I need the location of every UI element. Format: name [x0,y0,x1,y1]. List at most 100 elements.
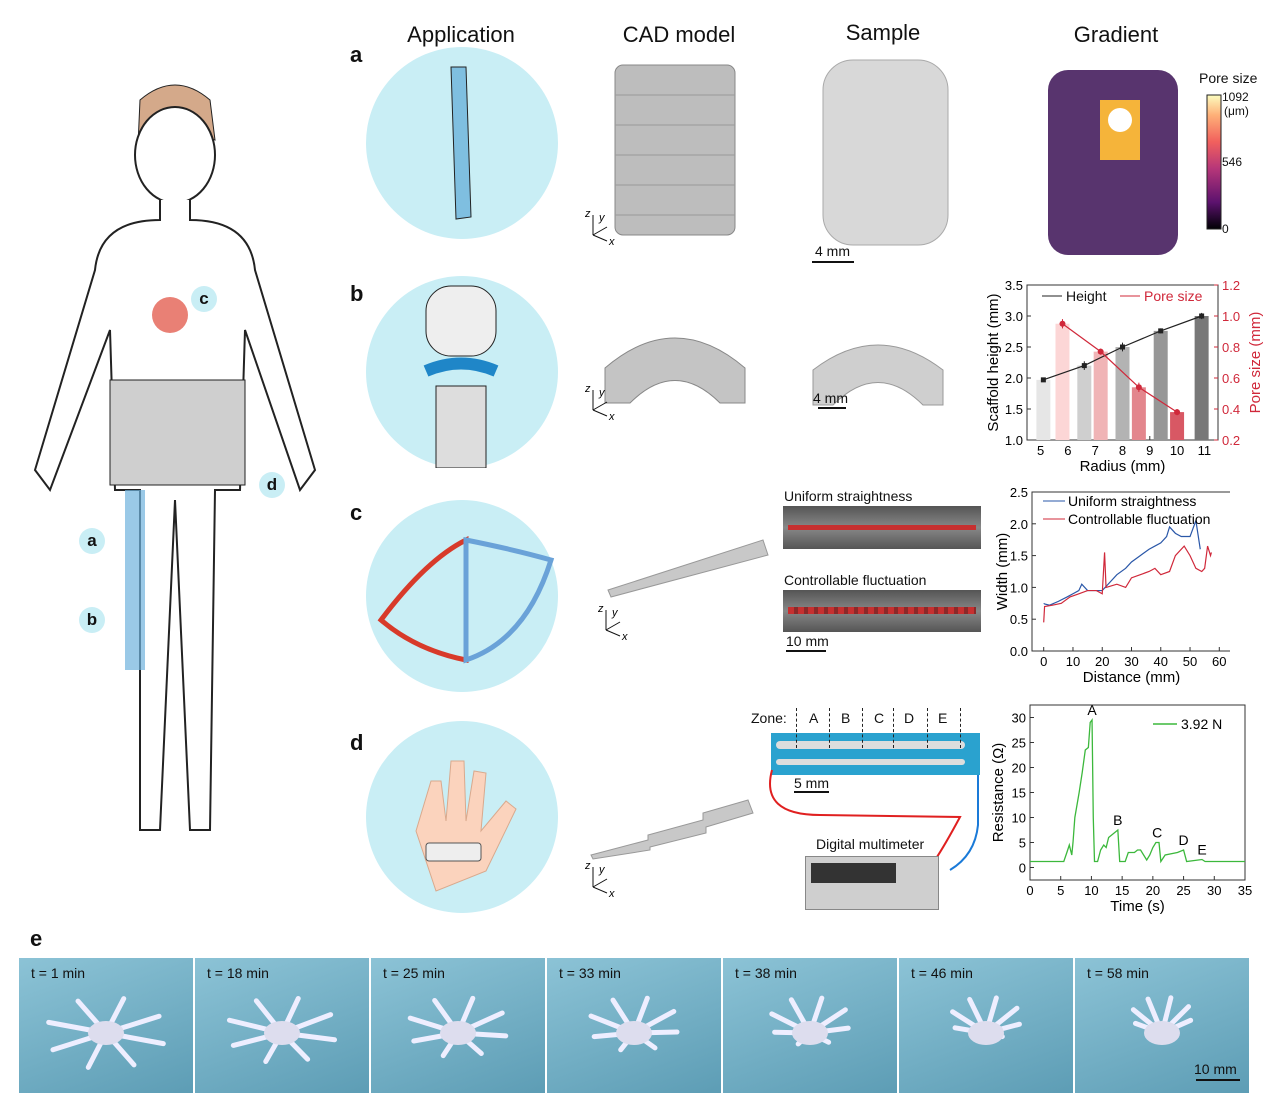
x-tick-label: 10 [1084,883,1098,898]
frame-time-label: t = 46 min [911,965,973,981]
header-sample: Sample [845,20,921,45]
peak-annotation: B [1113,812,1122,828]
y-tick-label: 15 [1012,786,1026,801]
y-tick-label: 1.0 [1005,433,1023,448]
multimeter-label: Digital multimeter [816,836,925,852]
frame-time-label: t = 38 min [735,965,797,981]
y-tick-label: 2.5 [1010,485,1028,500]
zone-C: C [874,710,885,726]
scale-bar-a: 4 mm [815,243,850,259]
data-point [1097,348,1104,355]
time-lapse-frame: t = 33 min [547,958,721,1093]
series-line [1043,545,1212,623]
knee-illustration [366,276,558,469]
zone-divider [829,708,830,748]
panel-label-b: b [350,281,364,306]
x-axis-label: Time (s) [1110,898,1164,915]
axis-z-label: z [598,603,604,615]
pore-size-gradient-render [1048,70,1178,255]
y-tick-label: 1.5 [1005,402,1023,417]
printed-sample-cylinder [822,59,949,246]
bar [1131,387,1146,440]
zone-E: E [938,710,948,726]
chart-resistance-time: 0 5 10 15 20 25 30 35 0 5 10 15 20 25 30 Time (s) Resist… [990,702,1252,915]
frame-time-label: t = 1 min [31,965,86,981]
axis-x-label: x [608,236,615,245]
body-tag-d: d [259,472,285,498]
right-y-tick-label: 0.2 [1222,433,1240,448]
data-point [1120,344,1125,350]
scale-bar-c: 10 mm [786,633,829,649]
series-line [1043,520,1201,606]
axis-y-label: y [598,387,606,399]
axis-y-label: y [611,607,619,619]
axis-x-label: x [608,888,615,897]
time-lapse-frame: t = 18 min [195,958,369,1093]
multimeter-wires [769,769,979,871]
frame-time-label: t = 25 min [383,965,445,981]
y-axis-label: Resistance (Ω) [990,743,1007,843]
x-tick-label: 8 [1119,443,1126,458]
x-tick-label: 25 [1176,883,1190,898]
colorbar-min: 0 [1222,222,1229,236]
data-point [1135,384,1142,391]
y-tick-label: 3.5 [1005,278,1023,293]
peak-annotation: D [1179,832,1189,848]
y-tick-label: 0.0 [1010,644,1028,659]
x-tick-label: 30 [1207,883,1221,898]
zone-B: B [841,710,851,726]
zone-divider [796,708,797,748]
y-tick-label: 0.5 [1010,612,1028,627]
zone-label: Zone: [751,710,787,726]
frame-time-label: t = 58 min [1087,965,1149,981]
time-lapse-frame: t = 46 min [899,958,1073,1093]
x-tick-label: 0 [1040,654,1047,669]
scale-bar-d: 5 mm [794,775,829,791]
data-point [1199,313,1205,319]
y-tick-label: 1.5 [1010,549,1028,564]
femur-illustration [366,47,558,239]
y-tick-label: 5 [1019,836,1026,851]
x-tick-label: 7 [1092,443,1099,458]
data-point [1081,363,1087,369]
legend-label: Height [1066,288,1107,304]
zone-divider [927,708,928,748]
right-y-tick-label: 0.6 [1222,371,1240,386]
x-axis-label: Distance (mm) [1083,669,1181,686]
x-tick-label: 35 [1238,883,1252,898]
colorbar-max: 1092 [1222,90,1249,104]
axis-y-label: y [598,212,606,224]
bar [1194,316,1209,440]
body-tag-b: b [79,607,105,633]
axis-z-label: z [585,860,591,872]
x-axis-label: Radius (mm) [1080,458,1166,475]
y-tick-label: 2.5 [1005,340,1023,355]
bar [1115,347,1130,440]
printed-sample-arc [812,344,944,406]
human-body-illustration [33,84,317,831]
zone-divider [893,708,894,748]
colorbar-unit: (μm) [1224,104,1249,118]
axis-x-label: x [621,631,628,640]
x-tick-label: 40 [1154,654,1168,669]
fluctuation-filament-photo [783,590,981,632]
sensor-photo [771,733,980,775]
y-axis-label: Width (mm) [994,533,1011,611]
x-tick-label: 50 [1183,654,1197,669]
cad-model-cylinder [614,64,736,236]
y-tick-label: 30 [1012,711,1026,726]
data-point [1158,328,1164,334]
y-tick-label: 2.0 [1010,517,1028,532]
bar [1055,323,1070,440]
data-point [1059,320,1066,327]
x-tick-label: 6 [1064,443,1071,458]
axis-z-label: z [585,208,591,220]
x-tick-label: 60 [1212,654,1226,669]
scale-bar-line [1196,1079,1240,1081]
cad-model-arc [604,337,746,404]
right-y-tick-label: 1.0 [1222,309,1240,324]
colorbar-title: Pore size [1199,70,1258,86]
x-tick-label: 5 [1057,883,1064,898]
y-tick-label: 20 [1012,761,1026,776]
